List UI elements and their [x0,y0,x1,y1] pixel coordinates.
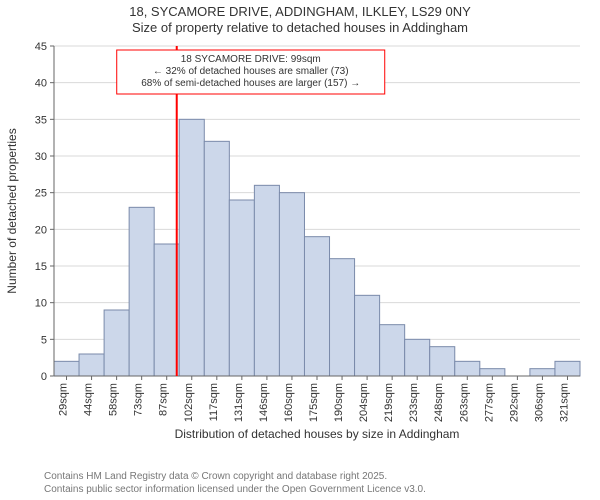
histogram-bar [204,141,229,376]
histogram-bar [330,259,355,376]
x-tick-label: 277sqm [483,383,495,422]
histogram-bar [455,361,480,376]
x-tick-label: 292sqm [508,383,520,422]
x-tick-label: 160sqm [283,383,295,422]
histogram-bar [129,207,154,376]
histogram-bar [380,325,405,376]
x-tick-label: 263sqm [458,383,470,422]
x-tick-label: 219sqm [383,383,395,422]
title-main: 18, SYCAMORE DRIVE, ADDINGHAM, ILKLEY, L… [0,4,600,19]
histogram-bar [54,361,79,376]
x-tick-label: 306sqm [533,383,545,422]
x-tick-label: 102sqm [183,383,195,422]
svg-text:0: 0 [41,371,47,383]
footer-attribution: Contains HM Land Registry data © Crown c… [44,471,426,496]
x-tick-label: 131sqm [233,383,245,422]
annotation-line: 68% of semi-detached houses are larger (… [141,78,360,89]
x-axis-label: Distribution of detached houses by size … [175,427,460,441]
histogram-bar [480,369,505,376]
chart-container: 0 5 10 15 20 25 30 35 40 45 29sqm 44sqm 58sqm 73sqm 87… [0,38,600,456]
histogram-bar [79,354,104,376]
x-tick-label: 204sqm [358,383,370,422]
footer-line-1: Contains HM Land Registry data © Crown c… [44,471,426,484]
histogram-bar [555,361,580,376]
x-tick-label: 73sqm [133,383,145,416]
x-tick-label: 248sqm [433,383,445,422]
histogram-bar [104,310,129,376]
svg-text:25: 25 [35,188,47,200]
svg-text:30: 30 [35,151,47,163]
svg-text:20: 20 [35,224,47,236]
x-tick-label: 117sqm [208,383,220,421]
histogram-bar [355,295,380,376]
y-axis-label: Number of detached properties [5,128,19,293]
histogram-bar [254,185,279,376]
histogram-bar [229,200,254,376]
x-tick-label: 87sqm [158,383,170,416]
x-tick-label: 29sqm [58,383,70,416]
svg-text:35: 35 [35,114,47,126]
histogram-bar [304,237,329,376]
annotation-line: ← 32% of detached houses are smaller (73… [153,66,349,77]
footer-line-2: Contains public sector information licen… [44,484,426,497]
x-tick-label: 233sqm [408,383,420,422]
title-sub: Size of property relative to detached ho… [0,20,600,35]
histogram-bar [405,339,430,376]
svg-text:45: 45 [35,41,47,53]
x-tick-label: 175sqm [308,383,320,422]
svg-text:10: 10 [35,298,47,310]
svg-text:40: 40 [35,78,47,90]
x-tick-label: 190sqm [333,383,345,422]
histogram-bar [179,119,204,376]
histogram-bar [430,347,455,376]
histogram-chart: 0 5 10 15 20 25 30 35 40 45 29sqm 44sqm 58sqm 73sqm 87… [0,38,600,456]
x-tick-label: 321sqm [558,383,570,422]
histogram-bar [530,369,555,376]
x-tick-label: 58sqm [108,383,120,416]
histogram-bar [279,193,304,376]
svg-text:15: 15 [35,261,47,273]
title-block: 18, SYCAMORE DRIVE, ADDINGHAM, ILKLEY, L… [0,0,600,35]
x-tick-label: 146sqm [258,383,270,422]
x-tick-label: 44sqm [83,383,95,416]
annotation-line: 18 SYCAMORE DRIVE: 99sqm [181,54,321,65]
histogram-bar [154,244,179,376]
svg-text:5: 5 [41,334,47,346]
